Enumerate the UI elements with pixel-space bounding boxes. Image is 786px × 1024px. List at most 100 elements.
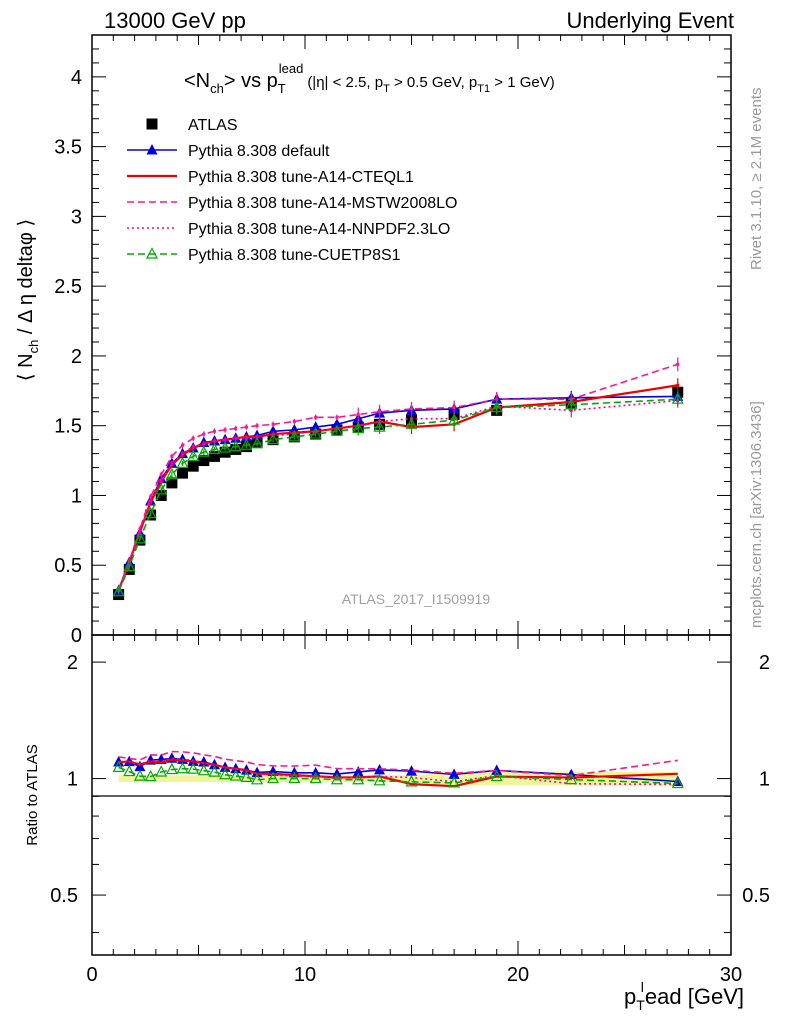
header-right: Underlying Event (566, 8, 734, 33)
x-tick-label: 0 (86, 964, 97, 986)
series-5-point (309, 427, 322, 439)
y-tick-label: 0 (71, 625, 82, 647)
series-4-point (244, 436, 248, 440)
legend-marker-1 (146, 144, 158, 155)
series-5-line (117, 398, 678, 593)
series-5-point (165, 467, 178, 480)
series-5-ratio-point (288, 771, 301, 784)
series-3-point (255, 424, 259, 428)
series-5-ratio-point (208, 765, 221, 777)
series-5-ratio-point (352, 772, 365, 785)
y-tick-label: 0.5 (54, 555, 82, 577)
legend: ATLAS Pythia 8.308 default Pythia 8.308 tu… (127, 117, 457, 264)
series-5-point (490, 400, 503, 413)
series-4-point (159, 478, 163, 482)
series-1-ratio-point (491, 764, 503, 775)
series-3-point (181, 443, 185, 447)
series-5-point (144, 506, 157, 519)
series-3-point (223, 428, 227, 432)
series-5-ratio-point (197, 763, 210, 776)
series-5-point (405, 417, 418, 429)
atlas-point (208, 450, 220, 462)
atlas-point (187, 460, 199, 472)
series-3-point (191, 436, 195, 440)
series-4-point (127, 560, 131, 564)
series-5-point (671, 392, 684, 404)
analysis-id-label: ATLAS_2017_I1509919 (342, 591, 491, 607)
series-5-point (288, 430, 301, 442)
atlas-point (198, 455, 210, 467)
series-4-point (149, 499, 153, 503)
ratio-y-tick-label-right: 1 (759, 769, 770, 791)
x-tick-label: 10 (294, 964, 316, 986)
ratio-y-tick-label-left: 0.5 (50, 885, 78, 907)
series-1-point (331, 418, 343, 429)
series-1-ratio-point (448, 768, 460, 779)
series-3-point (335, 415, 339, 419)
series-5-point (240, 438, 253, 450)
atlas-point (166, 477, 178, 489)
series-4-point (170, 461, 174, 465)
series-5-ratio-point (267, 771, 280, 784)
series-4-point (271, 433, 275, 437)
y-tick-label: 4 (71, 67, 82, 89)
ratio-band-area (118, 771, 678, 786)
legend-label-2: Pythia 8.308 tune-A14-CTEQL1 (188, 169, 414, 186)
series-5-point (373, 420, 386, 432)
series-5-point (187, 449, 200, 461)
series-5-point (229, 439, 242, 452)
series-5-ratio-point (123, 764, 136, 777)
y-tick-label: 2 (71, 346, 82, 368)
main-y-axis-label: ⟨ Nch / Δ η deltaφ ⟩ (15, 219, 41, 381)
x-axis-label: pTlead [GeV] (624, 979, 744, 1013)
series-3-point (292, 420, 296, 424)
header-left: 13000 GeV pp (104, 8, 246, 33)
series-5-ratio-point (490, 769, 503, 782)
series-5-point (123, 559, 136, 572)
series-2-point (676, 383, 680, 387)
series-5-ratio-point (165, 762, 178, 775)
series-5-ratio-point (240, 770, 253, 782)
y-tick-label: 2.5 (54, 276, 82, 298)
legend-marker-5 (146, 247, 158, 259)
series-5-ratio-point (229, 769, 242, 781)
series-5-point (219, 441, 232, 453)
ratio-panel-frame (91, 634, 732, 956)
legend-label-4: Pythia 8.308 tune-A14-NNPDF2.3LO (188, 221, 450, 238)
series-5-point (197, 445, 210, 457)
series-5-ratio-point (565, 772, 578, 785)
legend-label-5: Pythia 8.308 tune-CUETP8S1 (188, 247, 401, 264)
series-4-point (138, 530, 142, 534)
series-3-point (159, 473, 163, 477)
series-5-ratio-point (112, 760, 125, 772)
series-3-point (410, 407, 413, 411)
series-1-point (310, 421, 322, 432)
series-5-ratio-point (330, 772, 343, 785)
series-5-point (448, 413, 461, 425)
series-3-point (234, 426, 238, 430)
ratio-y-tick-label-right: 0.5 (742, 885, 770, 907)
y-tick-label: 3.5 (54, 137, 82, 159)
series-1-ratio-point (406, 765, 417, 776)
series-5-point (352, 421, 365, 434)
series-3-point (212, 429, 216, 433)
series-3-point (378, 410, 382, 414)
series-4-point (255, 435, 259, 439)
series-3-point (170, 454, 174, 458)
series-5-ratio-point (144, 769, 157, 782)
side-text-bottom: mcplots.cern.ch [arXiv:1306.3436] (748, 401, 765, 628)
series-2-ratio-line (118, 758, 678, 788)
legend-label-3: Pythia 8.308 tune-A14-MSTW2008LO (188, 195, 457, 212)
ratio-y-axis-label: Ratio to ATLAS (24, 744, 41, 845)
ratio-y-tick-label-right: 2 (759, 652, 770, 674)
y-tick-label: 1 (71, 485, 82, 507)
series-3-point (314, 415, 318, 419)
series-5-ratio-point (155, 765, 168, 777)
series-1-ratio-point (352, 765, 364, 777)
series-5-ratio-point (671, 776, 684, 789)
y-tick-label: 1.5 (54, 416, 82, 438)
series-3-point (244, 425, 248, 429)
main-title: <Nch> vs pTlead(|η| < 2.5, pT > 0.5 GeV,… (184, 61, 555, 96)
series-5-ratio-point (251, 773, 264, 785)
